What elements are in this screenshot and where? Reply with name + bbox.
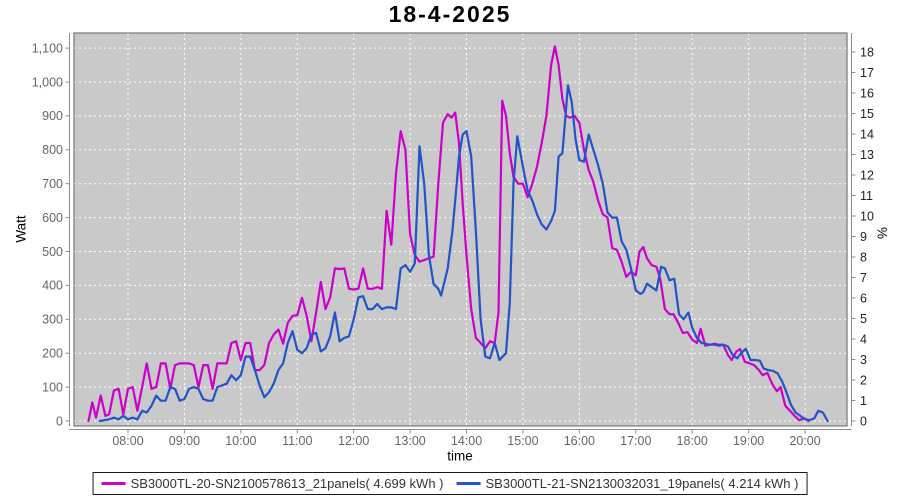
- svg-text:16:00: 16:00: [564, 434, 595, 448]
- svg-text:19:00: 19:00: [733, 434, 764, 448]
- chart-canvas: 01002003004005006007008009001,0001,10008…: [32, 32, 874, 448]
- plot-border: [73, 32, 848, 427]
- plot-area: [74, 33, 847, 426]
- series2-line-icon: [456, 482, 481, 485]
- svg-text:3: 3: [860, 353, 867, 367]
- svg-text:10:00: 10:00: [225, 434, 256, 448]
- svg-text:16: 16: [860, 86, 874, 100]
- svg-text:12: 12: [860, 168, 874, 182]
- svg-text:08:00: 08:00: [112, 434, 143, 448]
- svg-text:9: 9: [860, 230, 867, 244]
- right-axis-title: %: [874, 226, 890, 240]
- svg-text:10: 10: [860, 209, 874, 223]
- svg-text:5: 5: [860, 312, 867, 326]
- svg-text:900: 900: [42, 109, 63, 123]
- svg-text:09:00: 09:00: [169, 434, 200, 448]
- svg-text:13:00: 13:00: [394, 434, 425, 448]
- svg-text:17: 17: [860, 66, 874, 80]
- svg-text:600: 600: [42, 211, 63, 225]
- svg-text:15: 15: [860, 107, 874, 121]
- legend-label-inverter-20: SB3000TL-20-SN2100578613_21panels( 4.699…: [130, 476, 444, 491]
- svg-text:700: 700: [42, 177, 63, 191]
- svg-text:8: 8: [860, 250, 867, 264]
- svg-text:14:00: 14:00: [451, 434, 482, 448]
- series-line-0: [87, 45, 810, 423]
- series-line-1: [98, 84, 829, 423]
- svg-text:4: 4: [860, 332, 867, 346]
- svg-text:12:00: 12:00: [338, 434, 369, 448]
- svg-text:13: 13: [860, 148, 874, 162]
- bottom-axis-title: time: [447, 448, 473, 464]
- svg-text:11: 11: [860, 189, 873, 203]
- svg-text:200: 200: [42, 347, 63, 361]
- svg-text:17:00: 17:00: [620, 434, 651, 448]
- svg-text:0: 0: [860, 414, 867, 428]
- svg-text:0: 0: [56, 414, 63, 428]
- svg-text:18: 18: [860, 45, 874, 59]
- svg-text:1,000: 1,000: [32, 75, 63, 89]
- svg-text:300: 300: [42, 313, 63, 327]
- series1-line-icon: [101, 482, 126, 485]
- legend-item-inverter-21: SB3000TL-21-SN2130032031_19panels( 4.214…: [456, 476, 799, 491]
- svg-text:14: 14: [860, 127, 874, 141]
- svg-text:20:00: 20:00: [789, 434, 820, 448]
- left-axis-title: Watt: [13, 215, 29, 243]
- legend-item-inverter-20: SB3000TL-20-SN2100578613_21panels( 4.699…: [101, 476, 444, 491]
- legend: SB3000TL-20-SN2100578613_21panels( 4.699…: [92, 472, 808, 495]
- legend-label-inverter-21: SB3000TL-21-SN2130032031_19panels( 4.214…: [485, 476, 799, 491]
- svg-text:2: 2: [860, 373, 867, 387]
- chart-title: 18-4-2025: [388, 1, 512, 27]
- svg-text:1,100: 1,100: [32, 41, 63, 55]
- svg-text:18:00: 18:00: [677, 434, 708, 448]
- svg-text:100: 100: [42, 380, 63, 394]
- svg-text:400: 400: [42, 279, 63, 293]
- svg-text:1: 1: [860, 394, 867, 408]
- svg-text:15:00: 15:00: [507, 434, 538, 448]
- svg-text:800: 800: [42, 143, 63, 157]
- svg-text:11:00: 11:00: [282, 434, 312, 448]
- svg-text:6: 6: [860, 291, 867, 305]
- svg-text:500: 500: [42, 245, 63, 259]
- svg-text:7: 7: [860, 271, 867, 285]
